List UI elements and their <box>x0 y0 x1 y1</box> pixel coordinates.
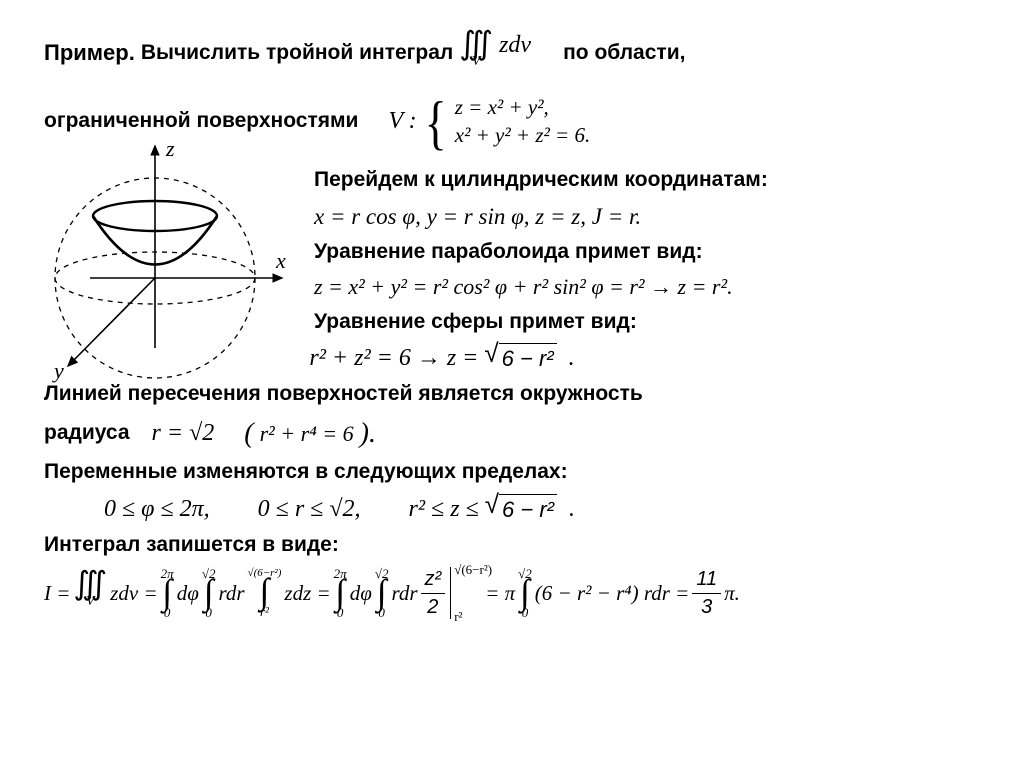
answer-fraction: 113 <box>692 566 721 621</box>
brace-icon: { <box>425 83 447 164</box>
limit-r: 0 ≤ r ≤ √2, <box>258 493 361 525</box>
int-r-1: √2∫0 <box>202 567 216 618</box>
sqrt-limit-z: √6 − r² <box>485 494 557 525</box>
int-z-1: √(6−r²)∫r² <box>248 568 282 617</box>
svg-text:z: z <box>165 138 175 161</box>
sphere-eq-part1: r² + z² = 6 → z = <box>309 342 478 374</box>
svg-text:y: y <box>52 358 64 383</box>
surface-1: z = x² + y², <box>455 93 590 121</box>
triple-integral-icon: ∭ V <box>459 34 493 72</box>
sphere-paraboloid-diagram: z x y <box>30 138 290 398</box>
radius-line: радиуса r = √2 ( r² + r⁴ = 6 ). <box>44 415 980 453</box>
limit-z-lhs: r² ≤ z ≤ <box>409 493 479 525</box>
zdz: zdz = <box>284 579 330 607</box>
sqrt-arg-2: 6 − r² <box>499 494 557 525</box>
surface-2: x² + y² + z² = 6. <box>455 121 590 149</box>
int-r-2: √2∫0 <box>375 567 389 618</box>
z2-over-2: z²2 <box>421 566 446 621</box>
integral-form-heading: Интеграл запишется в виде: <box>44 531 980 559</box>
dphi-1: dφ <box>177 579 199 607</box>
surface-system: z = x² + y², x² + y² + z² = 6. <box>455 93 590 150</box>
zdv-2: zdv = <box>110 579 157 607</box>
triple-int-2: ∭V <box>73 574 107 612</box>
rdr-2: rdr <box>391 579 417 607</box>
example-label: Пример. <box>44 38 135 68</box>
slide-page: { "title_prefix": "Пример.", "title_rest… <box>0 0 1024 768</box>
sqrt-6-r2: √6 − r² <box>484 343 556 374</box>
radius-value: r = √2 <box>152 417 215 449</box>
diagram-svg: z x y <box>30 138 290 398</box>
int-phi-1: 2π∫0 <box>161 567 174 618</box>
bounded-by-label: ограниченной поверхностями <box>44 107 358 135</box>
title-text-1: Вычислить тройной интеграл <box>141 39 453 67</box>
radius-label: радиуса <box>44 419 130 447</box>
int-r-3: √2∫0 <box>518 567 532 618</box>
limits-row: 0 ≤ φ ≤ 2π, 0 ≤ r ≤ √2, r² ≤ z ≤ √6 − r²… <box>44 493 980 525</box>
I-equals: I = <box>44 579 70 607</box>
final-integral-row: I = ∭V zdv = 2π∫0 dφ √2∫0 rdr √(6−r²)∫r²… <box>44 566 980 621</box>
title-line: Пример. Вычислить тройной интеграл ∭ V z… <box>44 34 980 72</box>
answer-pi: π. <box>724 579 740 607</box>
region-V-label: V : <box>388 105 416 137</box>
int-phi-2: 2π∫0 <box>334 567 347 618</box>
title-tail: по области, <box>563 39 685 67</box>
equals-pi: = π <box>485 579 515 607</box>
eval-bar: √(6−r²)r² <box>450 567 451 619</box>
dphi-2: dφ <box>350 579 372 607</box>
limit-phi: 0 ≤ φ ≤ 2π, <box>104 493 210 525</box>
radius-equation: r² + r⁴ = 6 <box>260 419 354 449</box>
limits-heading: Переменные изменяются в следующих предел… <box>44 458 980 486</box>
integrand-zdv: zdv <box>499 29 531 61</box>
integral-region-label: V <box>472 53 481 72</box>
last-integrand: (6 − r² − r⁴) rdr = <box>535 579 690 607</box>
svg-text:x: x <box>275 248 286 273</box>
sqrt-arg-1: 6 − r² <box>499 343 557 374</box>
rdr-1: rdr <box>218 579 244 607</box>
